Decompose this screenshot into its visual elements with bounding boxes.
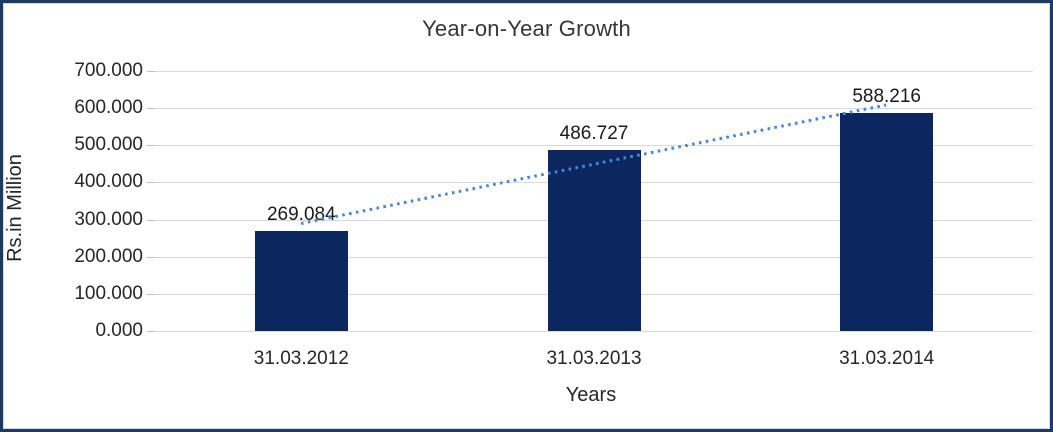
bar-31.03.2014 [840,112,934,331]
bar-data-label: 588.216 [852,85,921,107]
bar-data-label: 486.727 [559,123,629,145]
y-axis-title: Rs.in Million [4,154,26,262]
y-axis-tick-label: 100.000 [74,282,143,304]
x-axis-category-label: 31.03.2013 [546,348,642,369]
x-axis-category-label: 31.03.2012 [253,348,349,369]
bar-31.03.2013 [547,150,641,331]
y-axis-tick [147,219,155,221]
x-axis-title: Years [565,384,617,406]
y-axis-tick-label: 0.000 [95,320,143,341]
y-axis-tick [147,145,155,147]
y-axis-tick [147,108,155,110]
bar-31.03.2012 [254,231,348,331]
gridline [155,108,1033,110]
y-axis-tick-label: 700.000 [74,60,143,81]
y-axis-tick-label: 500.000 [74,134,143,156]
x-axis-category-label: 31.03.2014 [839,348,935,369]
y-axis-tick-label: 400.000 [74,171,143,193]
gridline [155,331,1033,332]
y-axis-tick [147,256,155,258]
y-axis-tick-label: 300.000 [74,208,143,230]
y-axis-tick [147,293,155,295]
chart-title: Year-on-Year Growth [422,16,631,41]
y-axis-tick-label: 200.000 [74,245,143,267]
gridline [155,145,1033,147]
y-axis-tick-label: 600.000 [74,97,143,119]
gridline [155,71,1033,72]
y-axis-tick [147,71,155,72]
y-axis-tick [147,182,155,184]
y-axis-tick [147,331,155,332]
